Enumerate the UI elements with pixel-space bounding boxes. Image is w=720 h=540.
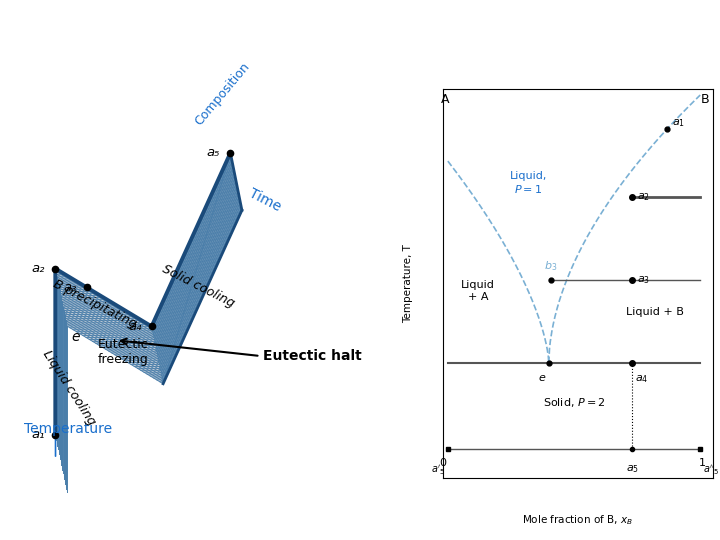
Text: $\it{a}_2$: $\it{a}_2$ — [637, 191, 650, 203]
Text: Liquid
+ A: Liquid + A — [462, 280, 495, 301]
Text: 1: 1 — [699, 458, 706, 469]
Text: $\it{a}''_5$: $\it{a}''_5$ — [703, 463, 719, 477]
Text: a₁: a₁ — [32, 428, 45, 441]
Text: $\it{e}$: $\it{e}$ — [538, 373, 546, 383]
Text: a₅: a₅ — [207, 146, 220, 159]
Text: $\it{b}_3$: $\it{b}_3$ — [544, 259, 557, 273]
Text: a₃: a₃ — [63, 281, 76, 294]
Text: $\it{a}_3$: $\it{a}_3$ — [637, 274, 650, 286]
Polygon shape — [55, 268, 67, 492]
Text: Temperature: Temperature — [24, 422, 112, 436]
Text: e: e — [71, 330, 80, 344]
Text: $\it{a}_4$: $\it{a}_4$ — [634, 373, 648, 384]
Text: Solid, $P = 2$: Solid, $P = 2$ — [543, 396, 606, 409]
Text: Time: Time — [247, 186, 283, 214]
Text: a₂: a₂ — [32, 262, 45, 275]
Text: 0: 0 — [439, 458, 446, 469]
Text: Liquid,
$P = 1$: Liquid, $P = 1$ — [510, 171, 547, 195]
Text: $\it{a}'_5$: $\it{a}'_5$ — [431, 463, 446, 477]
Text: Mole fraction of B, $\it{x}_B$: Mole fraction of B, $\it{x}_B$ — [523, 513, 633, 526]
Text: Solid cooling: Solid cooling — [160, 262, 236, 310]
Text: Temperature, T: Temperature, T — [402, 244, 413, 323]
Text: A: A — [441, 93, 449, 106]
Text: B precipitating: B precipitating — [50, 278, 138, 330]
Text: B: B — [701, 93, 709, 106]
Polygon shape — [152, 153, 242, 384]
Text: Composition: Composition — [192, 60, 253, 128]
Text: Liquid cooling: Liquid cooling — [40, 348, 98, 428]
Text: a₄: a₄ — [128, 320, 141, 333]
Text: Eutectic
freezing: Eutectic freezing — [98, 338, 148, 366]
Text: Eutectic halt: Eutectic halt — [263, 349, 361, 363]
Text: Liquid-solid phase diagrams: Liquid-solid phase diagrams — [73, 14, 647, 48]
Text: Liquid + B: Liquid + B — [626, 307, 684, 318]
Text: $\it{a}_1$: $\it{a}_1$ — [672, 117, 685, 129]
Text: $\it{a}_5$: $\it{a}_5$ — [626, 463, 639, 475]
Polygon shape — [55, 268, 163, 384]
